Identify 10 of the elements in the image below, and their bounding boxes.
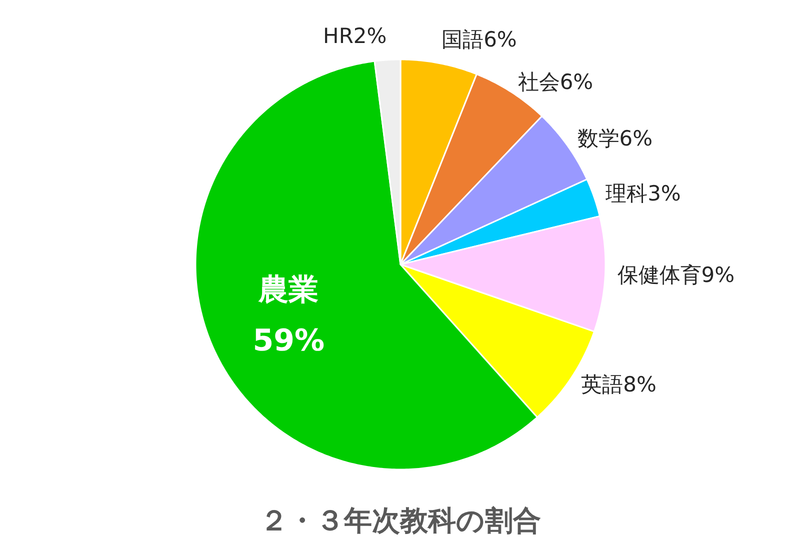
slice-label: 国語6% (442, 27, 517, 52)
slice-label: 社会6% (518, 70, 594, 94)
slice-label: 英語8% (581, 372, 656, 397)
data-label: 59% (252, 324, 325, 359)
slice-label: 数学6% (577, 126, 653, 151)
slice-label: 理科3% (606, 182, 681, 206)
text: ２・３年次教科の割合 (260, 504, 541, 537)
slice-label: 農業 (258, 272, 319, 308)
slice-label: HR2% (323, 24, 387, 48)
slice-label: 保健体育9% (617, 262, 735, 287)
